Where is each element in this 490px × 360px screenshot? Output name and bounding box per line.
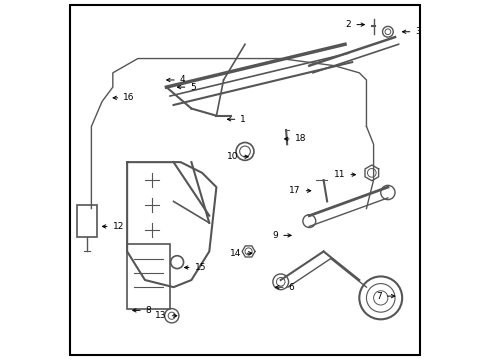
Text: 18: 18 xyxy=(285,134,306,143)
Text: 8: 8 xyxy=(133,306,151,315)
Text: 4: 4 xyxy=(167,76,185,85)
Bar xyxy=(127,244,170,309)
Text: 16: 16 xyxy=(113,93,135,102)
Text: 17: 17 xyxy=(289,186,311,195)
Text: 10: 10 xyxy=(227,152,248,161)
Bar xyxy=(77,205,97,237)
Text: 11: 11 xyxy=(334,170,355,179)
Text: 14: 14 xyxy=(230,249,252,258)
Text: 7: 7 xyxy=(376,292,395,301)
Text: 6: 6 xyxy=(276,283,294,292)
Text: 5: 5 xyxy=(177,83,196,92)
Text: 15: 15 xyxy=(185,263,206,272)
Text: 13: 13 xyxy=(155,311,177,320)
Text: 12: 12 xyxy=(102,222,124,231)
Text: 9: 9 xyxy=(272,231,291,240)
Text: 1: 1 xyxy=(227,115,246,124)
Text: 3: 3 xyxy=(402,27,421,36)
Text: 2: 2 xyxy=(346,20,365,29)
